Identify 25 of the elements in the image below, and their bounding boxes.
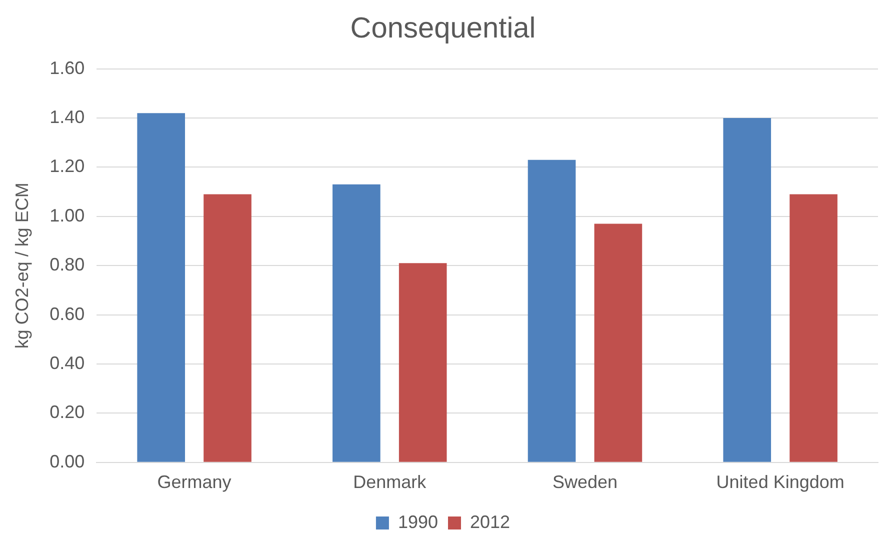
y-tick-label: 1.20 (50, 156, 85, 176)
y-tick-label: 1.40 (50, 106, 85, 127)
bar (398, 263, 447, 462)
bar (204, 194, 252, 462)
y-tick-label: 1.60 (50, 58, 85, 78)
bar (332, 184, 380, 462)
x-tick-label: Sweden (552, 472, 618, 492)
y-tick-label: 0.20 (50, 402, 85, 422)
bar (723, 118, 772, 462)
x-tick-label: Denmark (353, 472, 428, 492)
bar (790, 194, 838, 462)
y-tick-label: 0.00 (50, 451, 85, 472)
bar (528, 160, 576, 462)
bar (137, 113, 186, 462)
legend-label: 1990 (398, 512, 438, 532)
chart-title: Consequential (350, 12, 536, 44)
legend-label: 2012 (470, 512, 510, 532)
y-tick-label: 0.80 (50, 254, 85, 275)
y-tick-label: 1.00 (50, 205, 85, 226)
x-tick-label: Germany (157, 472, 232, 492)
bar (594, 224, 642, 462)
y-tick-label: 0.40 (50, 352, 85, 373)
y-axis-title: kg CO2-eq / kg ECM (12, 182, 32, 349)
y-tick-label: 0.60 (50, 304, 85, 324)
x-tick-label: United Kingdom (716, 472, 844, 492)
